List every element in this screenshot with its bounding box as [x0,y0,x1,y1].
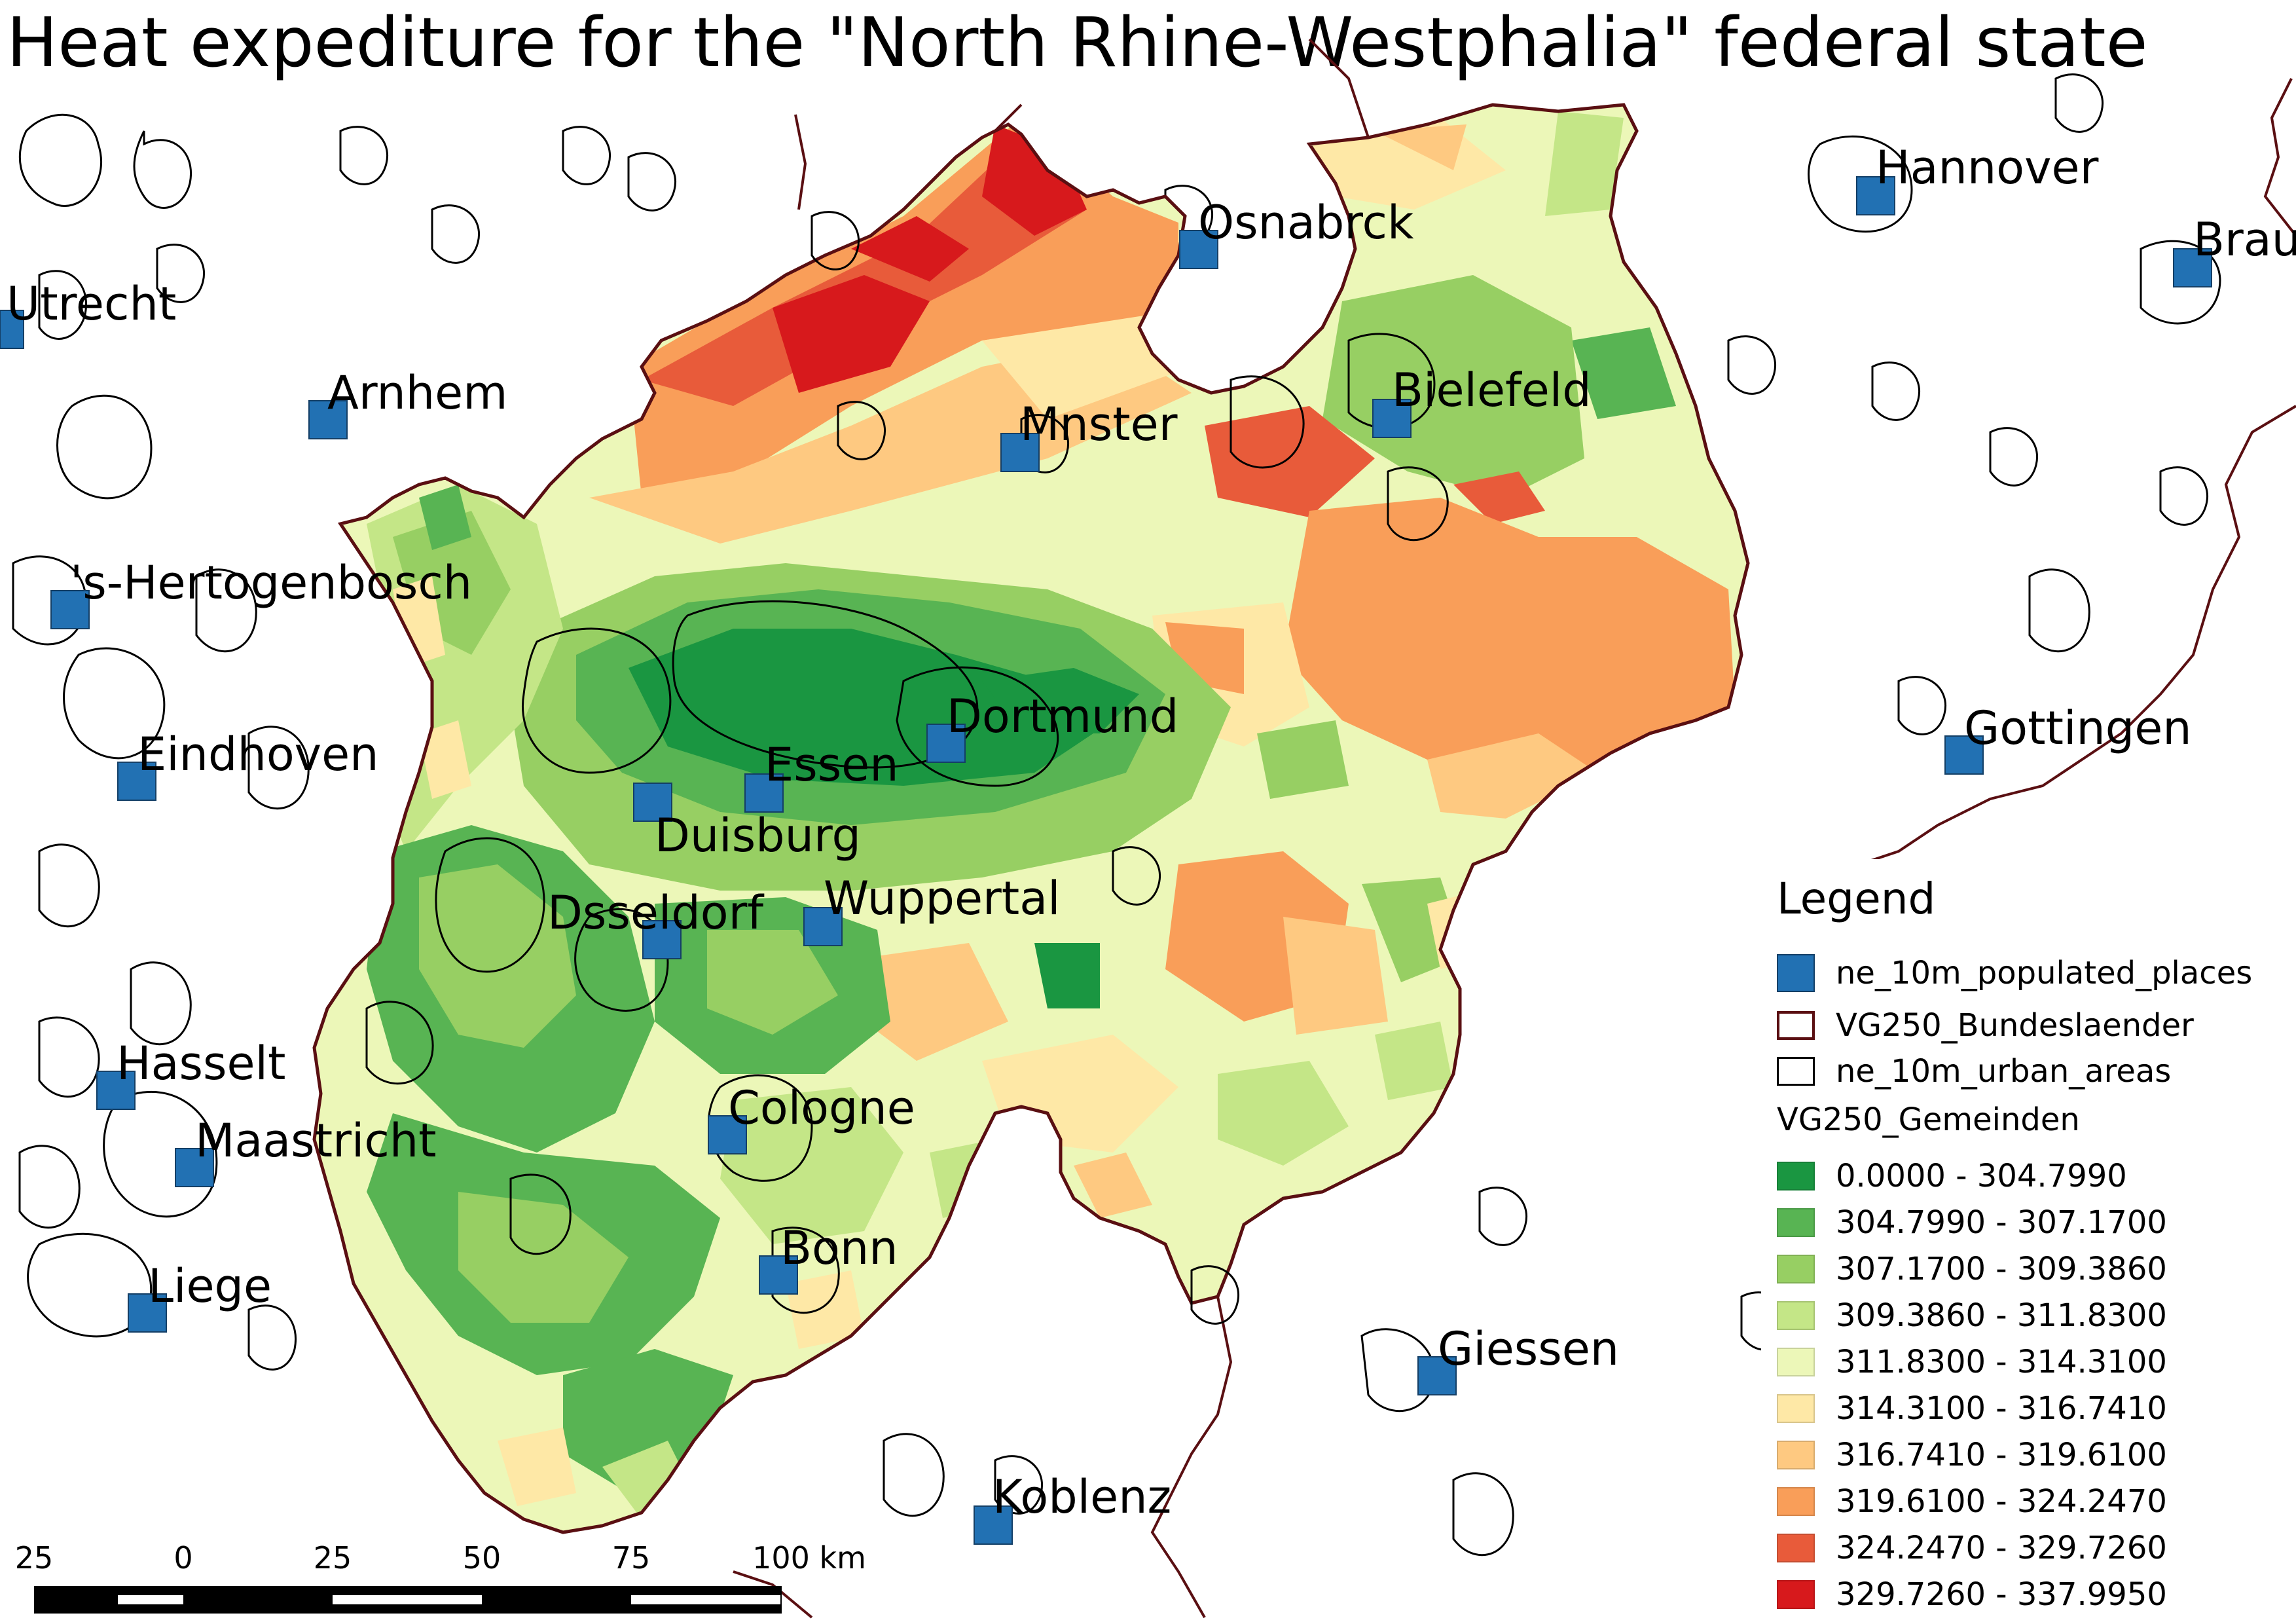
legend-item-populated-places[interactable]: ne_10m_populated_places [1777,952,2252,994]
place-brau[interactable]: Brau [2173,213,2296,287]
place-liege[interactable]: Liege [128,1259,272,1333]
svg-text:Hasselt: Hasselt [117,1037,285,1090]
svg-text:Maastricht: Maastricht [195,1114,437,1168]
legend-class-label: 307.1700 - 309.3860 [1836,1251,2167,1287]
color-swatch-icon [1777,1487,1815,1516]
legend-class-label: 319.6100 - 324.2470 [1836,1483,2167,1520]
place-dortmund[interactable]: Dortmund [926,690,1178,763]
scale-tick-label: 25 [15,1540,54,1576]
color-swatch-icon [1777,1394,1815,1423]
legend-item-bundeslaender[interactable]: VG250_Bundeslaender [1777,1005,2194,1046]
legend-panel: Legend ne_10m_populated_places VG250_Bun… [1761,859,2296,1624]
color-swatch-icon [1777,1255,1815,1283]
svg-text:Mnster: Mnster [1020,397,1178,451]
legend-classes-title: VG250_Gemeinden [1777,1101,2080,1138]
legend-class-label: 314.3100 - 316.7410 [1836,1390,2167,1427]
place-s-hertogenbosch[interactable]: 's-Hertogenbosch [50,556,472,629]
legend-class-item[interactable]: 304.7990 - 307.1700 [1777,1202,2167,1244]
svg-text:Brau: Brau [2193,213,2296,267]
svg-text:Bonn: Bonn [780,1221,898,1275]
place-koblenz[interactable]: Koblenz [974,1470,1171,1545]
scale-tick-label: 25 [314,1540,352,1576]
place-eindhoven[interactable]: Eindhoven [117,728,379,801]
legend-label: ne_10m_populated_places [1836,955,2253,991]
svg-text:Osnabrck: Osnabrck [1198,196,1414,249]
svg-text:Giessen: Giessen [1438,1322,1619,1376]
legend-class-label: 329.7260 - 337.9950 [1836,1576,2167,1613]
svg-text:Utrecht: Utrecht [7,277,176,331]
place-dsseldorf[interactable]: Dsseldorf [547,886,764,959]
color-swatch-icon [1777,1301,1815,1330]
svg-text:Dsseldorf: Dsseldorf [547,886,764,940]
svg-text:Essen: Essen [765,738,899,792]
scale-bar: 25 0 25 50 75 100 km [15,1540,866,1614]
place-bonn[interactable]: Bonn [759,1221,898,1295]
legend-label: ne_10m_urban_areas [1836,1053,2172,1090]
color-swatch-icon [1777,1162,1815,1190]
color-swatch-icon [1777,1534,1815,1562]
place-hasselt[interactable]: Hasselt [96,1037,285,1110]
place-bielefeld[interactable]: Bielefeld [1372,363,1592,438]
place-giessen[interactable]: Giessen [1417,1322,1619,1395]
svg-text:Dortmund: Dortmund [947,690,1178,743]
legend-class-item[interactable]: 324.2470 - 329.7260 [1777,1527,2167,1569]
place-hannover[interactable]: Hannover [1856,141,2099,215]
legend-class-item[interactable]: 316.7410 - 319.6100 [1777,1434,2167,1476]
svg-text:Wuppertal: Wuppertal [824,872,1061,925]
svg-text:Gottingen: Gottingen [1964,701,2192,755]
legend-class-label: 309.3860 - 311.8300 [1836,1297,2167,1334]
svg-text:Liege: Liege [148,1259,272,1313]
legend-class-label: 304.7990 - 307.1700 [1836,1204,2167,1241]
scale-tick-label: 75 [612,1540,651,1576]
svg-text:Bielefeld: Bielefeld [1392,363,1592,417]
svg-text:Duisburg: Duisburg [655,809,861,862]
svg-text:Cologne: Cologne [728,1081,915,1135]
legend-class-item[interactable]: 0.0000 - 304.7990 [1777,1155,2127,1197]
place-cologne[interactable]: Cologne [708,1081,915,1154]
outline-box-icon [1777,1057,1815,1086]
place-essen[interactable]: Essen [744,738,899,813]
color-swatch-icon [1777,1208,1815,1237]
legend-class-item[interactable]: 314.3100 - 316.7410 [1777,1388,2167,1430]
place-utrecht[interactable]: Utrecht [0,277,176,349]
urban-areas-nrw [365,211,1449,1325]
svg-text:Koblenz: Koblenz [993,1470,1171,1524]
legend-class-label: 0.0000 - 304.7990 [1836,1158,2127,1194]
color-swatch-icon [1777,1348,1815,1376]
legend-item-urban-areas[interactable]: ne_10m_urban_areas [1777,1050,2171,1092]
color-swatch-icon [1777,1441,1815,1469]
nrw-state-boundary [312,103,1750,1534]
legend-class-item[interactable]: 309.3860 - 311.8300 [1777,1295,2167,1337]
scale-tick-label: 0 [173,1540,192,1576]
legend-class-label: 324.2470 - 329.7260 [1836,1530,2167,1566]
legend-label: VG250_Bundeslaender [1836,1007,2194,1044]
scale-tick-label: 50 [463,1540,501,1576]
place-arnhem[interactable]: Arnhem [308,366,507,439]
place-mnster[interactable]: Mnster [1000,397,1178,472]
legend-title: Legend [1777,874,1936,924]
svg-text:Eindhoven: Eindhoven [137,728,379,781]
place-maastricht[interactable]: Maastricht [175,1114,437,1187]
place-wuppertal[interactable]: Wuppertal [803,872,1061,946]
legend-class-item[interactable]: 311.8300 - 314.3100 [1777,1341,2167,1383]
color-swatch-icon [1777,1580,1815,1609]
place-gottingen[interactable]: Gottingen [1944,701,2192,775]
svg-text:'s-Hertogenbosch: 's-Hertogenbosch [70,556,472,610]
svg-text:Hannover: Hannover [1876,141,2099,194]
neighbouring-state-boundaries [733,38,2296,1619]
outline-box-icon [1777,1011,1815,1040]
blue-square-icon [1777,954,1815,992]
svg-text:Arnhem: Arnhem [327,366,507,420]
legend-class-label: 311.8300 - 314.3100 [1836,1344,2167,1380]
legend-class-label: 316.7410 - 319.6100 [1836,1437,2167,1473]
legend-class-item[interactable]: 319.6100 - 324.2470 [1777,1481,2167,1522]
populated-places[interactable]: Hannover Osnabrck Brau Utrecht Arnhem Bi… [0,141,2296,1545]
place-duisburg[interactable]: Duisburg [633,783,861,862]
place-osnabrck[interactable]: Osnabrck [1179,196,1414,269]
legend-class-item[interactable]: 307.1700 - 309.3860 [1777,1248,2167,1290]
scale-tick-label: 100 km [752,1540,866,1576]
map-title: Heat expediture for the "North Rhine-Wes… [7,3,2148,83]
legend-class-item[interactable]: 329.7260 - 337.9950 [1777,1574,2167,1615]
